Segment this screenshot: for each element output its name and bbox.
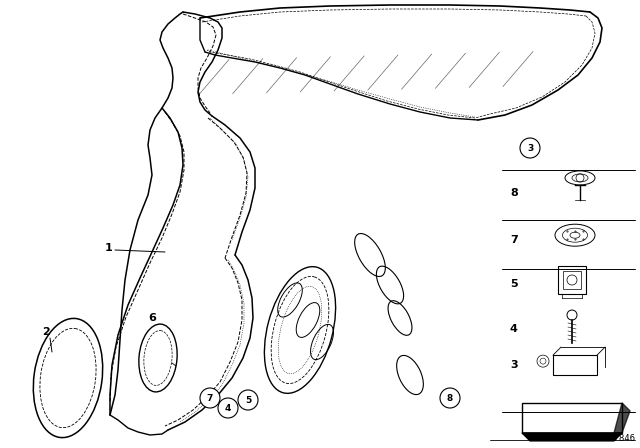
- Circle shape: [238, 390, 258, 410]
- Text: 5: 5: [510, 280, 518, 289]
- Text: 7: 7: [510, 235, 518, 245]
- Polygon shape: [522, 433, 622, 441]
- Circle shape: [520, 138, 540, 158]
- Text: 8: 8: [447, 393, 453, 402]
- Text: 4: 4: [225, 404, 231, 413]
- Text: 00287846: 00287846: [592, 434, 635, 443]
- Text: 3: 3: [510, 360, 518, 370]
- Circle shape: [200, 388, 220, 408]
- Text: 1: 1: [105, 243, 113, 253]
- Text: 2: 2: [42, 327, 50, 337]
- Text: 4: 4: [510, 324, 518, 334]
- Text: 8: 8: [510, 188, 518, 198]
- Circle shape: [218, 398, 238, 418]
- Text: 3: 3: [527, 143, 533, 152]
- Text: 6: 6: [148, 313, 156, 323]
- Polygon shape: [614, 403, 630, 433]
- Text: 7: 7: [207, 393, 213, 402]
- Text: 5: 5: [245, 396, 251, 405]
- Circle shape: [440, 388, 460, 408]
